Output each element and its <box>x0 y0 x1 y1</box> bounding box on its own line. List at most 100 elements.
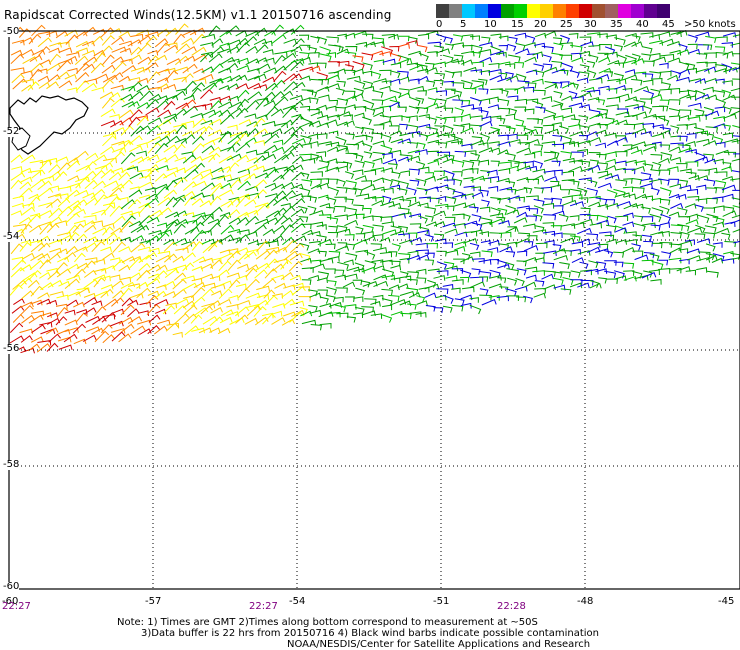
wind-barb <box>454 241 467 247</box>
wind-barb <box>200 53 213 63</box>
wind-barb <box>586 233 599 240</box>
wind-barb <box>283 59 299 71</box>
wind-barb <box>343 273 358 280</box>
wind-barb <box>175 247 189 254</box>
wind-barb <box>163 144 178 153</box>
wind-barb <box>398 156 410 163</box>
wind-barb <box>436 132 450 138</box>
wind-barb <box>399 239 413 246</box>
wind-barb <box>444 36 453 44</box>
wind-barb <box>570 118 581 125</box>
wind-barb <box>470 175 485 182</box>
wind-barb <box>515 73 527 82</box>
wind-barb <box>722 193 734 200</box>
wind-barb <box>299 242 310 251</box>
wind-barb <box>687 34 699 43</box>
wind-barb <box>670 224 683 231</box>
wind-barb <box>198 327 212 334</box>
wind-barb <box>695 114 707 120</box>
wind-barb <box>587 242 601 248</box>
wind-barb <box>37 253 51 261</box>
wind-barb <box>373 274 388 281</box>
wind-barb <box>49 291 65 297</box>
wind-barb <box>668 211 680 218</box>
wind-barb <box>624 69 636 75</box>
wind-barb <box>112 259 126 269</box>
wind-barb <box>317 250 327 257</box>
wind-barb <box>453 34 464 42</box>
wind-barb <box>48 163 61 173</box>
wind-barb <box>668 193 681 200</box>
wind-barb <box>649 213 662 223</box>
wind-barb <box>192 256 206 264</box>
wind-barb <box>353 112 365 119</box>
wind-barb <box>48 239 63 245</box>
wind-barb <box>634 254 649 261</box>
wind-barb <box>301 223 312 230</box>
wind-barb <box>614 150 628 157</box>
wind-barb <box>722 80 733 86</box>
wind-barb <box>695 68 710 74</box>
wind-barb <box>704 232 716 239</box>
wind-barb <box>399 123 409 130</box>
wind-barb <box>407 250 419 257</box>
wind-barb <box>76 47 89 54</box>
wind-barb <box>679 179 689 187</box>
wind-barb <box>362 207 372 214</box>
wind-barb <box>469 242 480 251</box>
wind-barb <box>328 130 339 137</box>
wind-barb <box>342 161 353 169</box>
wind-barb <box>553 115 564 121</box>
wind-barb <box>380 144 393 154</box>
wind-barb <box>515 187 528 194</box>
wind-barb <box>687 195 700 202</box>
wind-barb <box>173 223 186 234</box>
wind-barb <box>478 78 488 86</box>
wind-barb <box>10 210 23 216</box>
wind-barb <box>327 280 337 287</box>
wind-barb <box>632 35 641 42</box>
wind-barb <box>9 284 23 296</box>
wind-barb <box>175 124 187 135</box>
wind-barb <box>667 57 681 64</box>
wind-barb <box>433 221 446 227</box>
wind-barb <box>316 71 329 81</box>
wind-barb <box>496 216 506 223</box>
wind-barb <box>435 141 448 149</box>
wind-barb <box>289 193 304 199</box>
wind-barb <box>93 267 107 274</box>
wind-barb <box>425 116 437 125</box>
wind-barb <box>111 61 127 74</box>
wind-barb <box>642 73 654 80</box>
wind-barb <box>130 156 145 164</box>
wind-barb <box>445 94 460 101</box>
wind-barb <box>561 189 571 195</box>
wind-barb <box>308 275 320 281</box>
wind-barb <box>237 299 251 306</box>
wind-barb <box>388 294 400 302</box>
wind-barb <box>129 145 143 153</box>
wind-barb <box>91 240 106 253</box>
wind-barb <box>408 292 421 299</box>
wind-barb <box>631 41 643 47</box>
wind-barb <box>478 259 492 265</box>
wind-barb <box>666 40 681 47</box>
wind-barb <box>400 170 410 176</box>
wind-barb <box>73 338 87 345</box>
wind-barb <box>56 71 70 81</box>
wind-barb <box>154 54 168 62</box>
wind-barb <box>238 288 251 299</box>
wind-barb <box>535 242 548 249</box>
wind-barb <box>533 63 545 72</box>
wind-barb <box>648 94 663 100</box>
wind-barb <box>389 78 401 85</box>
wind-barb <box>622 247 635 253</box>
wind-barb <box>253 165 266 172</box>
wind-barb <box>659 205 670 215</box>
wind-barb <box>110 274 121 281</box>
wind-barb <box>344 198 354 205</box>
wind-barb <box>470 51 481 59</box>
wind-barb <box>235 234 250 244</box>
wind-barb <box>146 98 160 109</box>
wind-barb <box>201 66 214 73</box>
